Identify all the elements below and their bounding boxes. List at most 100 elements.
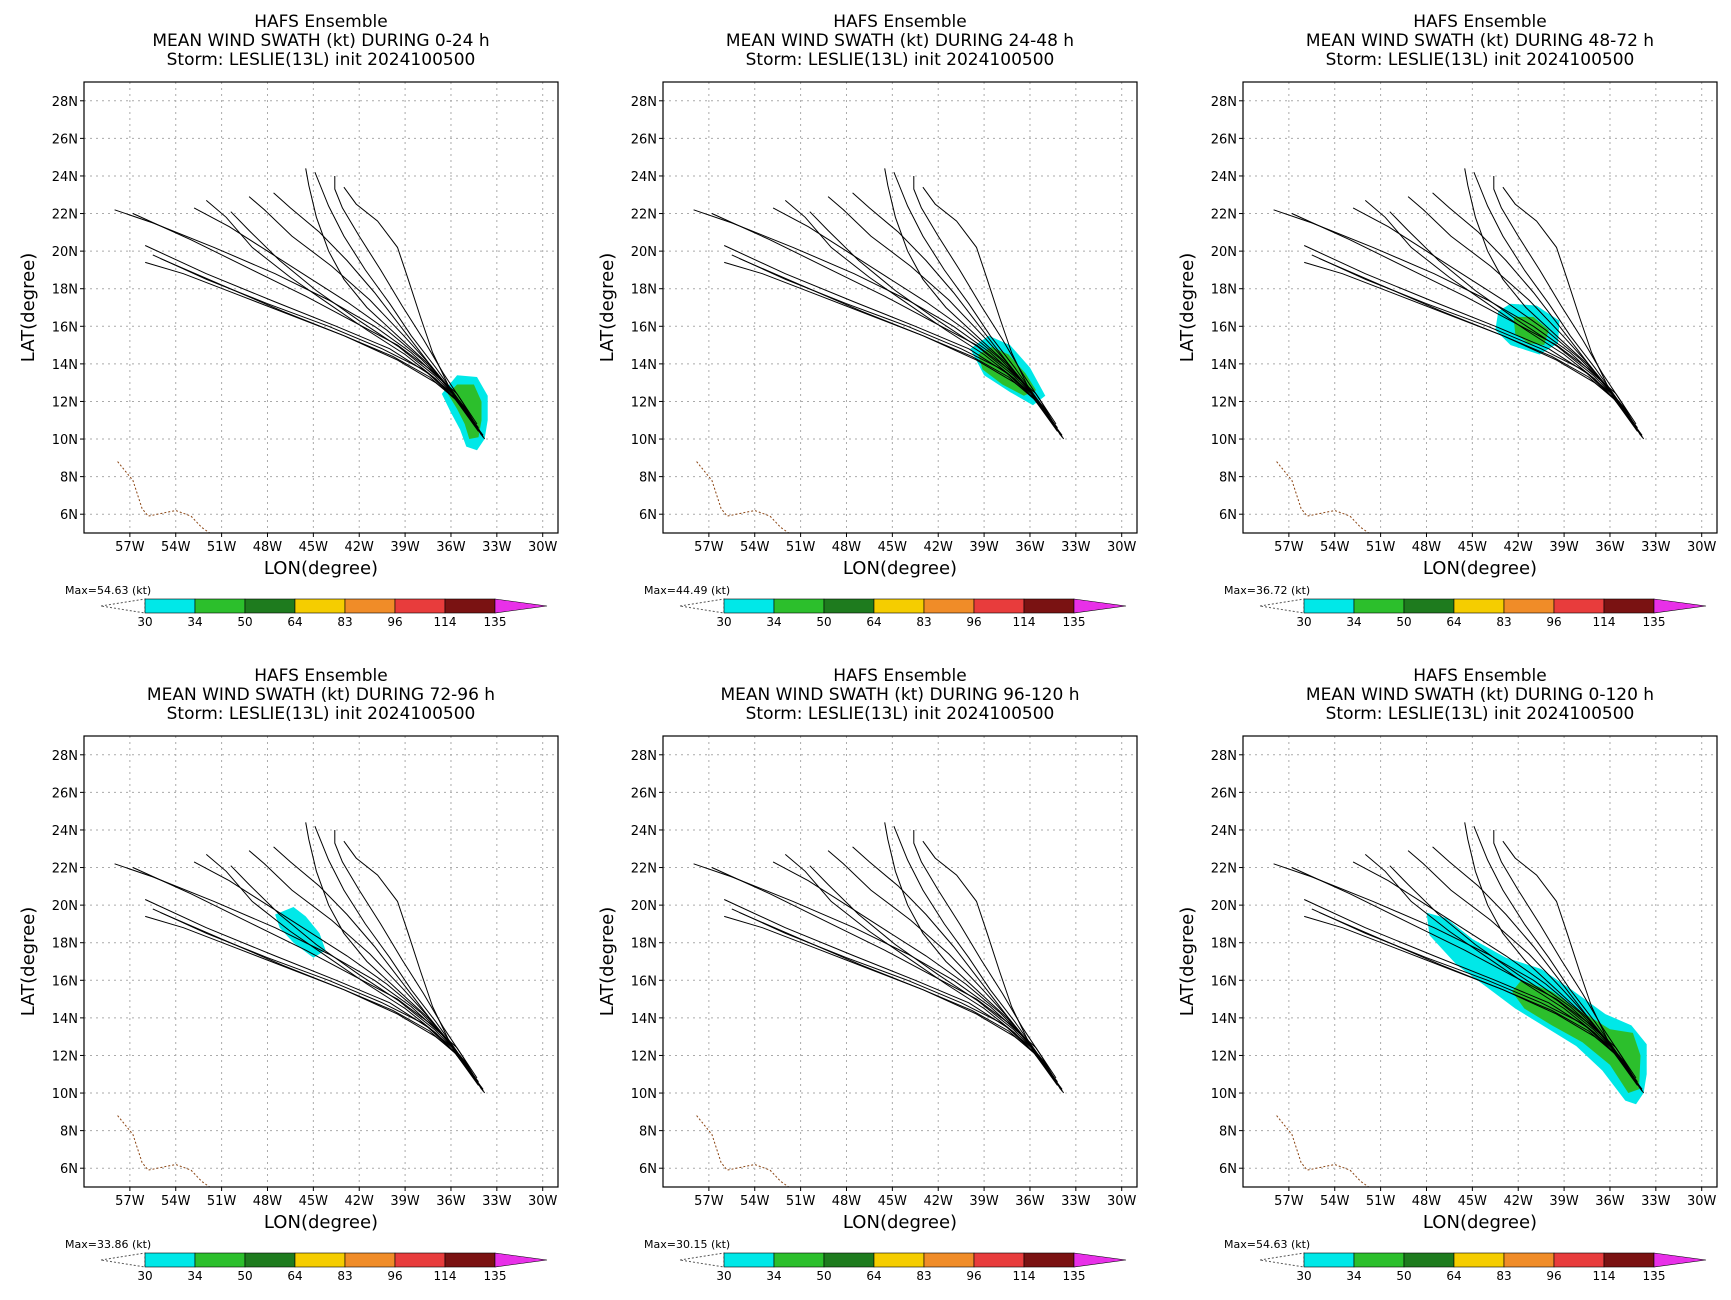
- colorbar-segment: [923, 1252, 975, 1268]
- ensemble-track: [314, 826, 479, 1084]
- colorbar-extend-arrow: [1653, 598, 1707, 614]
- colorbar-level-label: 135: [1643, 615, 1666, 629]
- panel-model-title: HAFS Ensemble: [1413, 12, 1546, 32]
- colorbar-level-label: 64: [866, 615, 881, 629]
- colorbar-segment: [1403, 598, 1455, 614]
- panel-model-title: HAFS Ensemble: [254, 666, 387, 686]
- lon-tick-label: 39W: [390, 540, 420, 555]
- map-area: [663, 82, 1137, 533]
- ensemble-track: [922, 840, 1063, 1090]
- lat-tick-label: 8N: [1219, 1125, 1237, 1140]
- ensemble-track: [884, 822, 1054, 1077]
- colorbar-segment: [1353, 1252, 1405, 1268]
- lon-tick-label: 48W: [1412, 540, 1442, 555]
- ensemble-track: [193, 207, 473, 421]
- colorbar-segment: [194, 1252, 246, 1268]
- lat-tick-label: 8N: [1219, 471, 1237, 486]
- lat-tick-label: 12N: [52, 1049, 78, 1064]
- panel-storm-title: Storm: LESLIE(13L) init 2024100500: [167, 50, 476, 70]
- ensemble-track: [334, 830, 482, 1090]
- coastline: [117, 461, 211, 533]
- coastline: [696, 461, 790, 533]
- ensemble-track: [731, 908, 1057, 1083]
- ensemble-track: [114, 863, 486, 1094]
- y-axis-label: LAT(degree): [18, 907, 39, 1016]
- max-wind-label: Max=36.72 (kt): [1224, 584, 1310, 597]
- lon-tick-label: 33W: [1061, 1194, 1091, 1209]
- colorbar-segment: [823, 1252, 875, 1268]
- lon-tick-label: 57W: [115, 1194, 145, 1209]
- colorbar-level-label: 50: [1396, 1269, 1411, 1283]
- ensemble-track: [784, 200, 1063, 438]
- ensemble-track: [1502, 840, 1643, 1090]
- lat-tick-label: 28N: [1211, 95, 1237, 110]
- lat-tick-label: 6N: [1219, 508, 1237, 523]
- colorbar-level-label: 30: [137, 615, 152, 629]
- colorbar-level-label: 114: [1013, 1269, 1036, 1283]
- ensemble-track: [724, 261, 1058, 432]
- colorbar-level-label: 83: [337, 1269, 352, 1283]
- ensemble-track: [1493, 830, 1641, 1090]
- colorbar-segment: [1303, 1252, 1355, 1268]
- colorbar-segment: [1603, 1252, 1655, 1268]
- colorbar-segment: [1453, 1252, 1505, 1268]
- colorbar-below-min: [679, 1252, 725, 1268]
- lon-tick-label: 54W: [161, 1194, 191, 1209]
- lon-tick-label: 48W: [832, 1194, 862, 1209]
- lat-tick-label: 20N: [1211, 245, 1237, 260]
- map-area: [84, 82, 558, 533]
- colorbar-level-label: 64: [1446, 615, 1461, 629]
- lon-tick-label: 36W: [1015, 1194, 1045, 1209]
- lon-tick-label: 45W: [1458, 540, 1488, 555]
- ensemble-track: [1291, 213, 1637, 425]
- lon-tick-label: 45W: [878, 1194, 908, 1209]
- colorbar-level-label: 83: [916, 1269, 931, 1283]
- lat-tick-label: 6N: [1219, 1162, 1237, 1177]
- lon-tick-label: 57W: [1274, 1194, 1304, 1209]
- colorbar-segment: [1603, 598, 1655, 614]
- lon-tick-label: 42W: [1504, 1194, 1534, 1209]
- lat-tick-label: 28N: [52, 749, 78, 764]
- ensemble-track: [1304, 261, 1638, 432]
- colorbar-level-label: 96: [387, 1269, 402, 1283]
- ensemble-track: [1352, 861, 1632, 1075]
- ensemble-track: [1273, 863, 1645, 1094]
- lat-tick-label: 12N: [631, 1049, 657, 1064]
- colorbar-segment: [1403, 1252, 1455, 1268]
- colorbar-level-label: 135: [1063, 615, 1086, 629]
- colorbar-segment: [873, 1252, 925, 1268]
- colorbar-level-label: 135: [1063, 1269, 1086, 1283]
- lon-tick-label: 36W: [436, 1194, 466, 1209]
- colorbar-level-label: 50: [237, 1269, 252, 1283]
- map-frame: [1242, 81, 1718, 534]
- lon-tick-label: 48W: [253, 1194, 283, 1209]
- lat-tick-label: 12N: [1211, 1049, 1237, 1064]
- panel-period-title: MEAN WIND SWATH (kt) DURING 96-120 h: [721, 685, 1080, 705]
- ensemble-track: [1464, 168, 1634, 423]
- colorbar-segment: [723, 1252, 775, 1268]
- colorbar-segment: [1553, 1252, 1605, 1268]
- lat-tick-label: 22N: [52, 208, 78, 223]
- colorbar-segment: [1553, 598, 1605, 614]
- lon-tick-label: 48W: [253, 540, 283, 555]
- lon-tick-label: 57W: [1274, 540, 1304, 555]
- lat-tick-label: 6N: [60, 508, 78, 523]
- ensemble-track: [145, 915, 479, 1086]
- panel-period-title: MEAN WIND SWATH (kt) DURING 72-96 h: [147, 685, 495, 705]
- ensemble-track: [693, 863, 1065, 1094]
- lat-tick-label: 6N: [60, 1162, 78, 1177]
- panel-period-title: MEAN WIND SWATH (kt) DURING 0-24 h: [152, 31, 489, 51]
- colorbar-level-label: 135: [1643, 1269, 1666, 1283]
- map-frame: [83, 81, 559, 534]
- colorbar-segment: [1353, 598, 1405, 614]
- colorbar-level-label: 83: [1496, 615, 1511, 629]
- colorbar-below-min: [1259, 1252, 1305, 1268]
- lat-tick-label: 12N: [52, 395, 78, 410]
- max-wind-label: Max=54.63 (kt): [1224, 1238, 1310, 1251]
- ensemble-track: [913, 830, 1061, 1090]
- ensemble-track: [893, 172, 1058, 430]
- lat-tick-label: 20N: [52, 899, 78, 914]
